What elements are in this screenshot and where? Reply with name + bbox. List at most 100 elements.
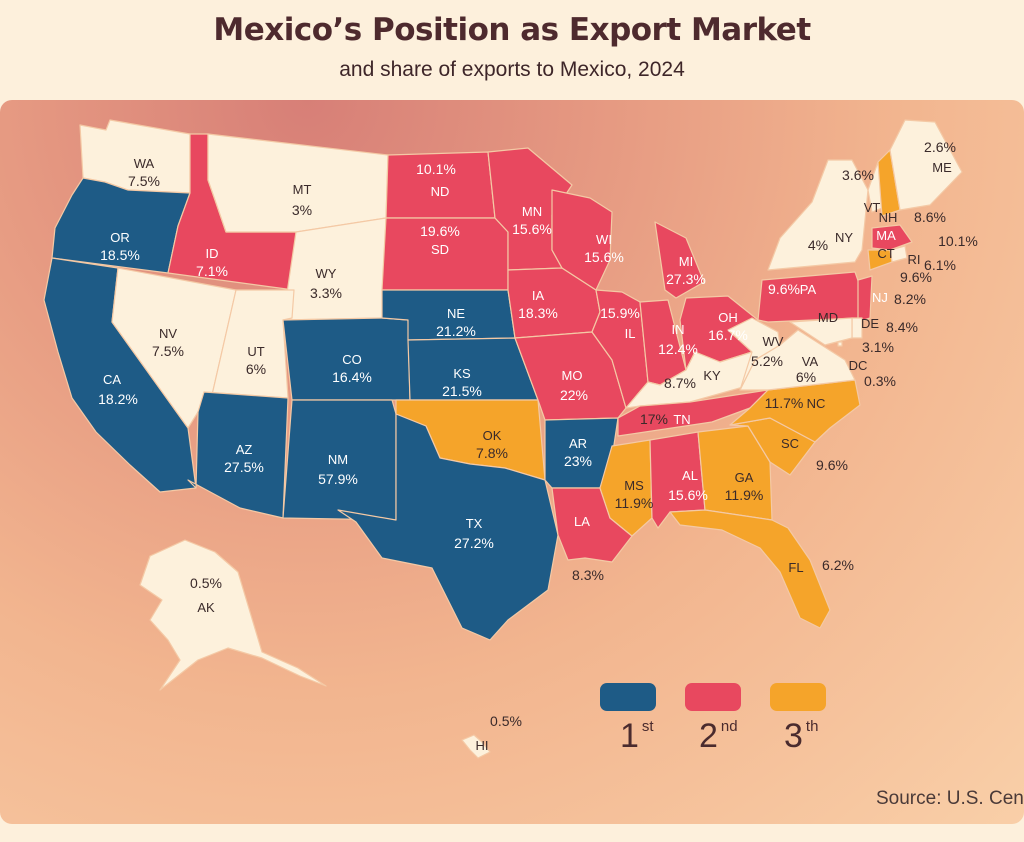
state-share-ms: 11.9%	[615, 495, 654, 511]
state-code-ne: NE	[447, 306, 465, 321]
state-code-me: ME	[932, 160, 952, 175]
page-title: Mexico’s Position as Export Market	[213, 12, 811, 48]
state-code-la: LA	[574, 514, 590, 529]
state-share-ca: 18.2%	[98, 391, 138, 407]
state-share-al: 15.6%	[668, 487, 708, 503]
state-share-il: 15.9%	[600, 305, 640, 321]
state-share-vt: 3.6%	[842, 167, 874, 183]
state-code-sd: SD	[431, 242, 449, 257]
state-code-fl: FL	[788, 560, 803, 575]
state-code-mt: MT	[293, 182, 312, 197]
state-code-ak: AK	[197, 600, 215, 615]
state-share-mn: 15.6%	[512, 221, 552, 237]
state-share-nv: 7.5%	[152, 343, 184, 359]
state-share-az: 27.5%	[224, 459, 264, 475]
state-share-ia: 18.3%	[518, 305, 558, 321]
state-code-ct: CT	[877, 246, 894, 261]
state-share-de: 8.4%	[886, 319, 918, 335]
state-pa	[757, 271, 863, 323]
state-share-or: 18.5%	[100, 247, 140, 263]
state-code-nv: NV	[159, 326, 177, 341]
state-md	[789, 317, 853, 346]
state-share-ks: 21.5%	[442, 383, 482, 399]
state-share-ar: 23%	[564, 453, 592, 469]
state-code-de: DE	[861, 316, 879, 331]
state-code-or: OR	[110, 230, 130, 245]
state-share-sd: 19.6%	[420, 223, 460, 239]
legend-chip-2nd	[685, 683, 741, 711]
state-tx	[337, 413, 559, 641]
header: Mexico’s Position as Export Market and s…	[0, 0, 1024, 100]
state-share-va: 6%	[796, 369, 816, 385]
state-ak	[139, 539, 327, 691]
state-mi	[654, 221, 705, 299]
state-code-al: AL	[682, 468, 698, 483]
state-code-az: AZ	[236, 442, 253, 457]
state-share-mt: 3%	[292, 202, 312, 218]
state-share-ri: 6.1%	[924, 257, 956, 273]
state-ma	[871, 224, 913, 251]
state-share-mi: 27.3%	[666, 271, 706, 287]
state-share-mo: 22%	[560, 387, 588, 403]
state-code-co: CO	[342, 352, 362, 367]
state-me	[889, 119, 963, 211]
legend-chip-1st	[600, 683, 656, 711]
state-share-oh: 16.7%	[708, 327, 748, 343]
state-share-ma: 10.1%	[938, 233, 978, 249]
state-code-ut: UT	[247, 344, 264, 359]
state-code-id: ID	[206, 246, 219, 261]
state-share-co: 16.4%	[332, 369, 372, 385]
state-share-ct: 9.6%	[900, 269, 932, 285]
state-code-mi: MI	[679, 254, 693, 269]
state-share-ut: 6%	[246, 361, 266, 377]
legend-chip-3th	[770, 683, 826, 711]
state-nj	[857, 275, 873, 323]
state-code-vt: VT	[864, 200, 881, 215]
state-code-ia: IA	[532, 288, 545, 303]
state-share-hi: 0.5%	[490, 713, 522, 729]
map-panel: WA 7.5% OR 18.5% CA 18.2% ID 7.1% NV 7.5% MT 3% WY 3.…	[0, 100, 1024, 824]
state-share-la: 8.3%	[572, 567, 604, 583]
state-code-ky: KY	[703, 368, 721, 383]
state-share-fl: 6.2%	[822, 557, 854, 573]
state-code-va: VA	[802, 354, 819, 369]
state-code-pa: PA	[800, 282, 817, 297]
us-map: WA 7.5% OR 18.5% CA 18.2% ID 7.1% NV 7.5% MT 3% WY 3.…	[43, 119, 978, 759]
state-code-ca: CA	[103, 372, 121, 387]
state-share-md: 3.1%	[862, 339, 894, 355]
state-share-tx: 27.2%	[454, 535, 494, 551]
state-share-nd: 10.1%	[416, 161, 456, 177]
state-code-ar: AR	[569, 436, 587, 451]
state-code-ks: KS	[453, 366, 471, 381]
state-share-dc: 0.3%	[864, 373, 896, 389]
state-code-wi: WI	[596, 232, 612, 247]
state-code-dc: DC	[849, 358, 868, 373]
state-share-nj: 8.2%	[894, 291, 926, 307]
state-share-ga: 11.9%	[725, 487, 764, 503]
state-code-nh: NH	[879, 210, 898, 225]
state-fl	[669, 509, 831, 629]
state-share-ak: 0.5%	[190, 575, 222, 591]
state-code-ma: MA	[876, 228, 896, 243]
state-dc	[837, 341, 843, 347]
state-share-nc: 11.7%	[765, 395, 804, 411]
state-code-tn: TN	[673, 412, 690, 427]
state-share-pa: 9.6%	[768, 281, 800, 297]
state-share-wi: 15.6%	[584, 249, 624, 265]
source-note: Source: U.S. Cens	[876, 788, 1024, 809]
state-code-md: MD	[818, 310, 838, 325]
state-code-in: IN	[672, 322, 685, 337]
state-code-nm: NM	[328, 452, 348, 467]
state-code-wv: WV	[763, 334, 784, 349]
state-share-wa: 7.5%	[128, 173, 160, 189]
state-code-nj: NJ	[872, 290, 888, 305]
state-az	[187, 391, 289, 519]
state-code-wa: WA	[134, 156, 155, 171]
state-wv	[727, 317, 781, 391]
state-share-id: 7.1%	[196, 263, 228, 279]
state-share-wy: 3.3%	[310, 285, 342, 301]
state-code-nd: ND	[431, 184, 450, 199]
state-code-mo: MO	[562, 368, 583, 383]
state-hi	[461, 734, 491, 759]
state-code-hi: HI	[476, 738, 489, 753]
